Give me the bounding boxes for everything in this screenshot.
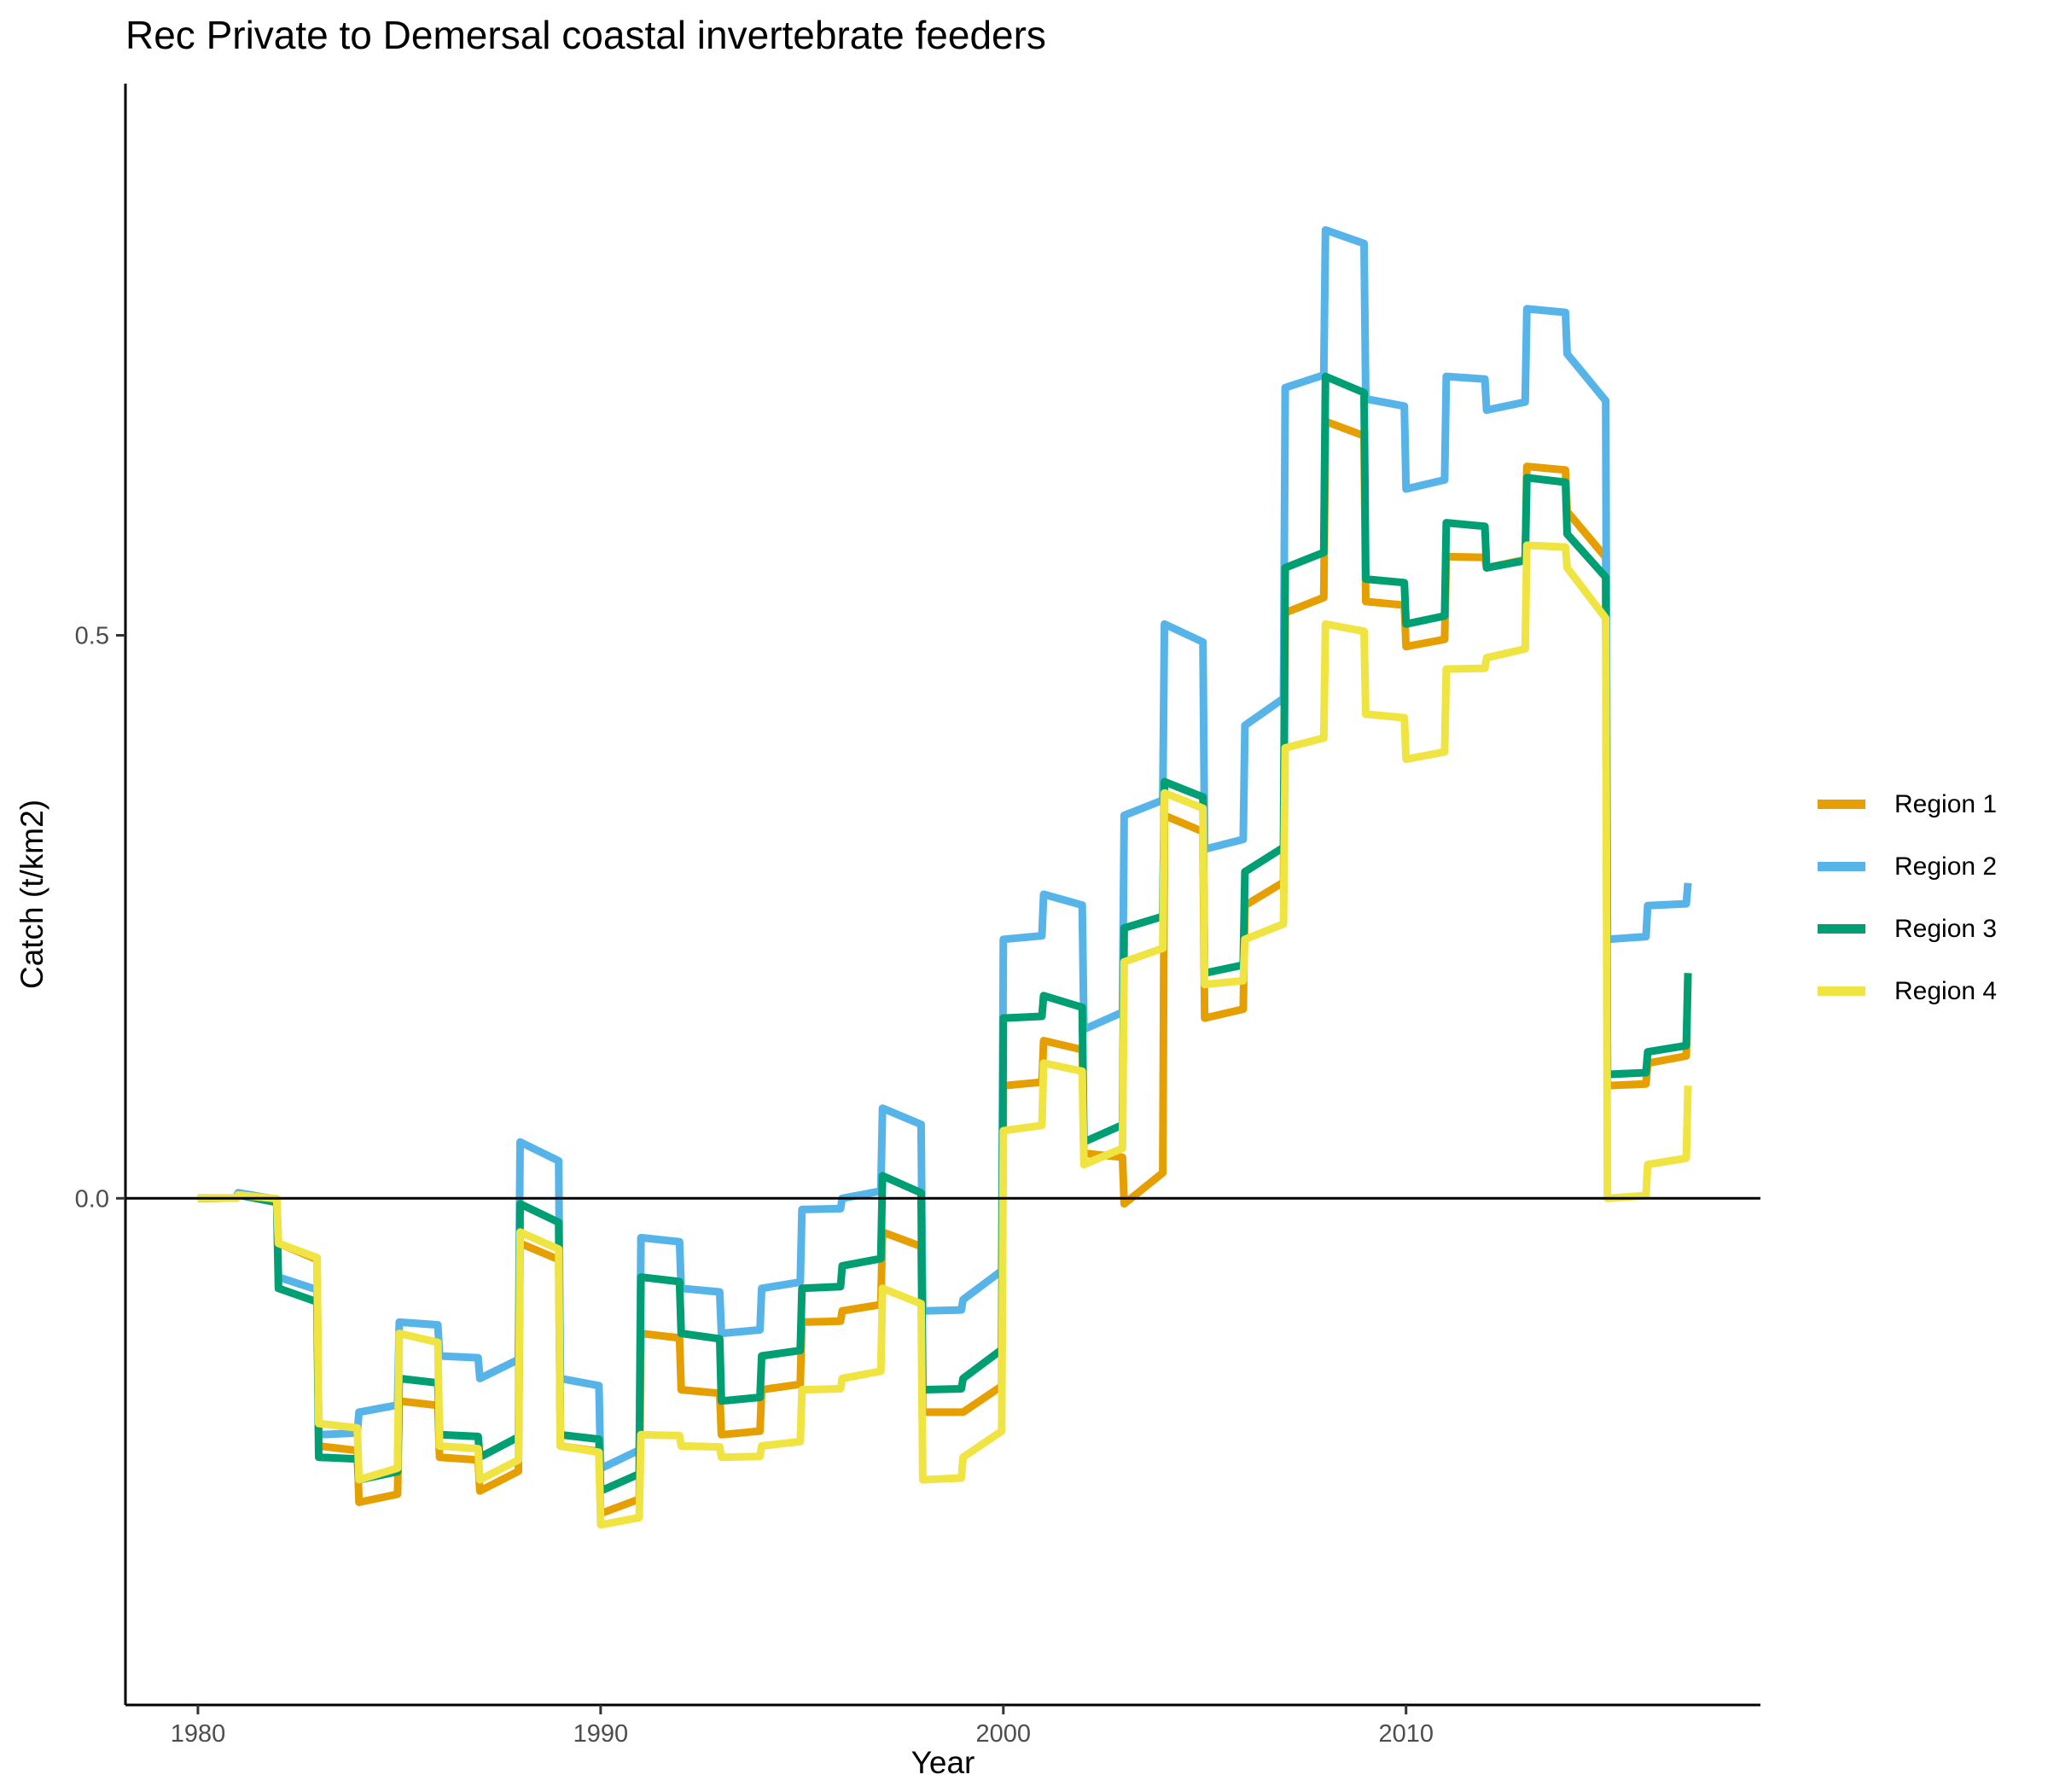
legend: Region 1 Region 2 Region 3 Region 4 <box>1818 773 1997 1022</box>
series-layer <box>197 226 1692 1529</box>
legend-label-region-2: Region 2 <box>1894 852 1998 881</box>
series-line-region-3 <box>197 372 1692 1495</box>
series-line-region-2 <box>197 226 1692 1473</box>
y-tick-label: 0.5 <box>75 623 109 650</box>
y-tick-label: 0.0 <box>75 1185 109 1213</box>
legend-key-region-2 <box>1818 862 1865 871</box>
legend-key-region-1 <box>1818 800 1865 809</box>
legend-item-region-3: Region 3 <box>1818 898 1997 960</box>
x-tick-label: 1980 <box>171 1720 226 1748</box>
legend-item-region-4: Region 4 <box>1818 960 1997 1022</box>
x-tick-label: 2010 <box>1378 1720 1434 1748</box>
series-line-region-4 <box>197 541 1692 1529</box>
legend-item-region-2: Region 2 <box>1818 835 1997 898</box>
legend-key-region-3 <box>1818 924 1865 934</box>
x-tick-label: 1990 <box>573 1720 629 1748</box>
y-axis-title: Catch (t/km2) <box>15 800 49 989</box>
chart-title: Rec Private to Demersal coastal inverteb… <box>125 13 1046 57</box>
legend-key-region-4 <box>1818 986 1865 996</box>
ticks-layer: 1980 1990 2000 2010 0.0 0.5 <box>75 623 1434 1748</box>
legend-label-region-4: Region 4 <box>1894 976 1998 1005</box>
x-axis-title: Year <box>911 1745 975 1780</box>
legend-label-region-1: Region 1 <box>1894 789 1998 818</box>
series-line-region-1 <box>197 417 1692 1518</box>
legend-label-region-3: Region 3 <box>1894 914 1998 943</box>
x-tick-label: 2000 <box>976 1720 1032 1748</box>
legend-item-region-1: Region 1 <box>1818 773 1997 835</box>
